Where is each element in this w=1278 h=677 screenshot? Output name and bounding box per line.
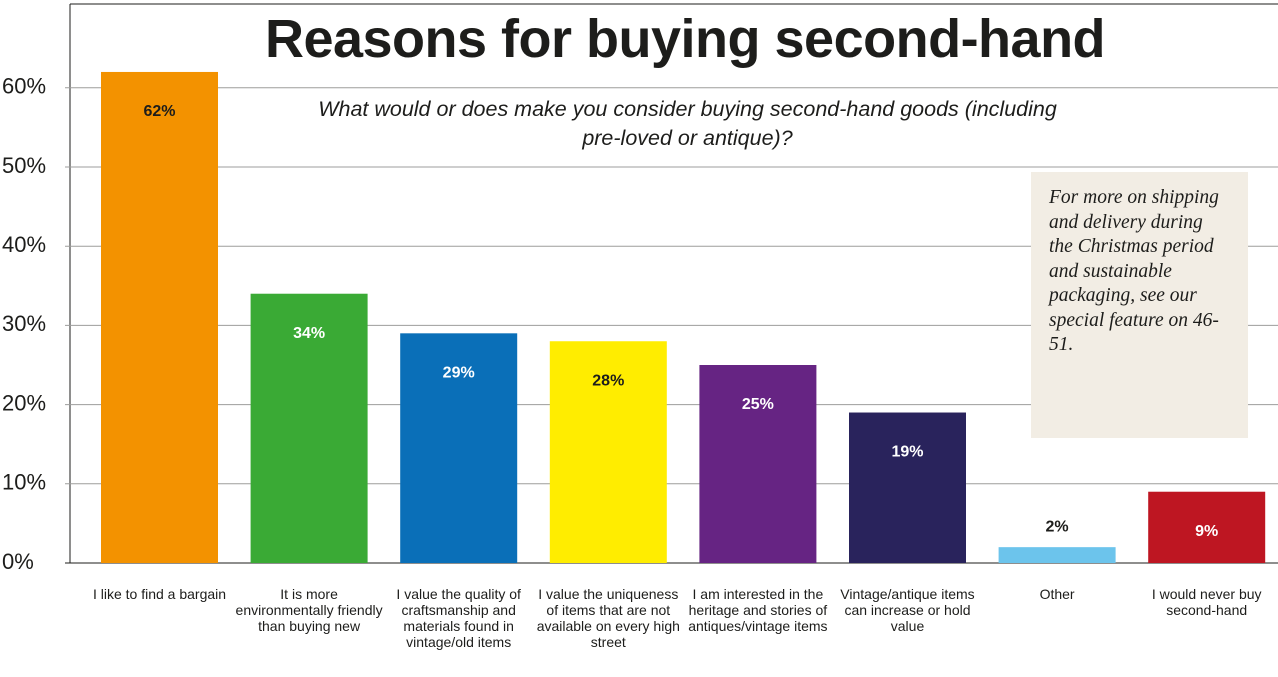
y-tick-label: 10% <box>2 470 46 495</box>
y-tick-label: 40% <box>2 232 46 257</box>
x-tick-label: It is more environmentally friendly than… <box>235 586 383 634</box>
x-tick-label: Other <box>1039 586 1075 602</box>
y-tick-label: 60% <box>2 74 46 99</box>
value-label: 2% <box>1046 518 1069 535</box>
y-tick-label: 0% <box>2 549 34 574</box>
bar <box>400 333 518 563</box>
value-label: 19% <box>891 444 923 461</box>
x-tick-label: Vintage/antique items can increase or ho… <box>840 586 975 634</box>
x-tick-label: I am interested in the heritage and stor… <box>688 586 828 634</box>
value-label: 29% <box>443 365 475 382</box>
x-tick-label: I value the quality of craftsmanship and… <box>396 586 521 650</box>
value-label: 34% <box>293 325 325 342</box>
bar <box>1148 491 1266 563</box>
bar <box>101 71 218 564</box>
x-tick-label: I would never buy second-hand <box>1151 586 1262 618</box>
annotation-box: For more on shipping and delivery during… <box>1031 172 1248 438</box>
bar <box>849 412 966 563</box>
x-tick-label: I like to find a bargain <box>92 586 227 602</box>
y-tick-label: 50% <box>2 153 46 178</box>
bar <box>549 341 667 563</box>
chart-title: Reasons for buying second-hand <box>264 9 1106 69</box>
chart-subtitle: What would or does make you consider buy… <box>318 97 1057 150</box>
value-label: 9% <box>1195 523 1218 540</box>
value-label: 28% <box>592 372 624 389</box>
value-label: 25% <box>742 396 774 413</box>
bar <box>998 547 1116 563</box>
bar <box>250 293 368 563</box>
bar <box>699 365 817 563</box>
y-tick-label: 20% <box>2 390 46 415</box>
x-tick-label: I value the uniqueness of items that are… <box>536 586 680 650</box>
y-tick-label: 30% <box>2 311 46 336</box>
value-label: 62% <box>143 103 175 120</box>
